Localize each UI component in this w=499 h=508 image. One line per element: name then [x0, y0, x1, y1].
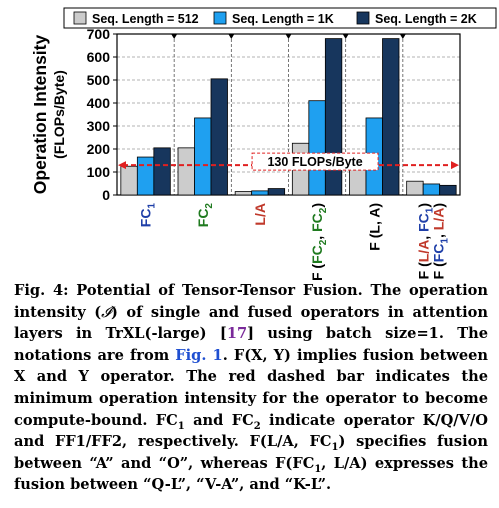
x-label: F (FC2, FC2)	[309, 203, 329, 280]
bar	[251, 190, 269, 196]
bar	[194, 117, 212, 196]
caption-text-3: ] using batch size=1. The notations are …	[14, 325, 488, 364]
separator-marker	[228, 34, 235, 39]
threshold-line: 130 FLOPs/Byte	[118, 152, 459, 171]
y-ticks: 0 100 200 300 400 500 600 700	[87, 26, 117, 203]
y-axis-unit: (FLOPs/Byte)	[51, 70, 67, 159]
bar	[153, 147, 171, 196]
bar	[324, 38, 343, 196]
plot-frame	[116, 33, 461, 196]
legend-label: Seq. Length = 1K	[232, 12, 334, 26]
bar	[136, 156, 155, 196]
y-tick-label: 700	[87, 26, 111, 42]
caption-reference-link[interactable]: 17	[226, 325, 248, 343]
x-label: F (L, A)	[366, 203, 382, 251]
caption-title: Potential of Tensor-Tensor Fusion.	[76, 282, 363, 299]
bar	[406, 180, 424, 196]
x-label: FC2	[195, 203, 215, 228]
separator-marker	[171, 34, 178, 39]
separator-marker	[342, 34, 349, 39]
y-tick-label: 500	[87, 72, 111, 88]
y-tick-label: 100	[87, 164, 111, 180]
caption-text-1: The operation intensity (	[14, 282, 489, 321]
x-label: F (FC1, L/A)	[430, 203, 450, 279]
caption-fig-label: Fig. 4:	[14, 282, 69, 299]
y-tick-label: 200	[87, 141, 111, 157]
bar	[439, 184, 457, 196]
caption-figure-link[interactable]: Fig. 1	[175, 346, 223, 364]
y-tick-label: 300	[87, 118, 111, 134]
legend-box	[63, 7, 497, 29]
caption-text-4: . F(X, Y) implies fusion between X and Y…	[14, 346, 488, 429]
operation-intensity-chart: 0 100 200 300 400 500 600 700 130 FLOPs/Byte FC…	[30, 7, 497, 280]
caption-text-8: , L/A) expresses the fusion between “Q-L…	[14, 454, 488, 494]
bar	[210, 78, 228, 196]
y-tick-label: 0	[102, 187, 110, 203]
legend-swatch	[73, 11, 87, 25]
legend-label: Seq. Length = 2K	[375, 12, 477, 26]
caption-symbol: 𝓘	[101, 303, 112, 321]
caption-text-5: and FC	[184, 411, 254, 429]
legend-label: Seq. Length = 512	[92, 12, 199, 26]
threshold-arrow-right	[451, 161, 459, 170]
legend-swatch	[356, 11, 370, 25]
threshold-label: 130 FLOPs/Byte	[267, 155, 362, 169]
y-tick-label: 400	[87, 95, 111, 111]
y-axis-label: Operation Intensity (FLOPs/Byte)	[30, 35, 67, 195]
bar	[308, 100, 326, 196]
x-label: FC1	[138, 203, 158, 228]
caption-text-7: ) specifies fusion between “A” and “O”, …	[14, 433, 488, 472]
caption-text-6: indicate operator K/Q/V/O and FF1/FF2, r…	[14, 411, 488, 451]
caption-sub-2a: 2	[253, 420, 261, 432]
grid-lines	[116, 33, 461, 196]
bar	[422, 183, 441, 196]
separator-marker	[285, 34, 292, 39]
figure-caption: Fig. 4: Potential of Tensor-Tensor Fusio…	[14, 280, 488, 496]
legend-swatch	[213, 11, 227, 25]
y-axis-title: Operation Intensity	[30, 35, 50, 195]
caption-text-2: ) of single and fused operators in atten…	[14, 303, 488, 343]
legend: Seq. Length = 512 Seq. Length = 1K Seq. Le…	[63, 7, 497, 29]
threshold-label-box	[251, 152, 379, 171]
bar	[382, 38, 400, 196]
bar	[177, 147, 195, 196]
x-label: L/A	[252, 203, 268, 226]
threshold-arrow-left	[118, 161, 126, 170]
x-label: F (L/A, FC1)	[415, 203, 435, 279]
y-tick-label: 600	[87, 49, 111, 65]
bar	[267, 188, 286, 196]
caption-sub-1a: 1	[177, 420, 185, 432]
bar	[234, 191, 253, 196]
bar	[120, 165, 138, 196]
caption-sub-1c: 1	[314, 463, 322, 475]
x-labels: FC1 FC2 L/A F (FC2, FC2) F (L, A) F (L/A, FC1…	[138, 203, 451, 280]
caption-sub-1b: 1	[331, 442, 339, 454]
separator-marker	[399, 34, 406, 39]
